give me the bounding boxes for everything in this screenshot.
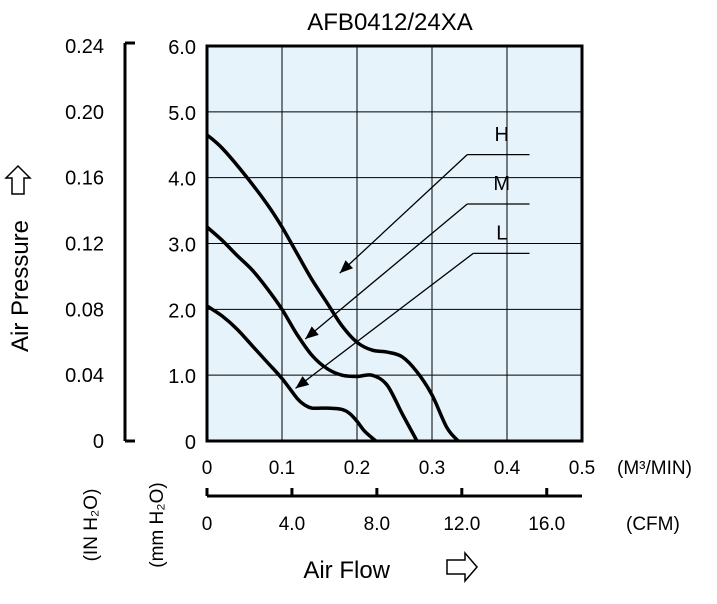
leader-line-H — [339, 154, 468, 274]
x-tick-label-m3: 0.2 — [344, 458, 370, 479]
y-tick-label-mm: 6.0 — [168, 37, 196, 59]
x-tick-label-m3: 0.4 — [494, 458, 521, 479]
series-line-L — [206, 304, 377, 443]
y-axis-in: 0 0.04 0.08 0.12 0.16 0.20 0.24 — [65, 36, 135, 453]
y-tick-label-in: 0.04 — [65, 365, 104, 387]
leader-arrowhead-M — [305, 326, 319, 339]
y-tick-label-mm: 2.0 — [168, 300, 196, 322]
plot-frame — [205, 44, 584, 443]
y-tick-label-mm: 4.0 — [168, 169, 196, 191]
x-axis-title: Air Flow — [303, 557, 390, 584]
leader-arrowhead-L — [295, 376, 310, 389]
leader-line-L — [295, 252, 474, 389]
series-label-L: L — [496, 223, 507, 245]
y-tick-label-in: 0.24 — [65, 36, 104, 58]
y-tick-label-in: 0.20 — [65, 102, 104, 124]
y-tick-label-in: 0 — [93, 431, 104, 453]
y-axis-title: Air Pressure — [7, 220, 34, 352]
series-label-M: M — [493, 173, 510, 195]
x-tick-label-cfm: 12.0 — [443, 514, 480, 535]
leader-line-M — [304, 203, 468, 340]
y-tick-label-in: 0.16 — [65, 168, 104, 190]
x-tick-label-m3: 0.3 — [419, 458, 445, 479]
y-tick-label-mm: 0 — [185, 432, 196, 454]
x-unit-primary: (M³/MIN) — [617, 458, 692, 479]
x-tick-label-m3: 0 — [202, 458, 213, 479]
y-tick-label-mm: 3.0 — [168, 235, 196, 257]
x-tick-label-m3: 0.1 — [269, 458, 295, 479]
series-label-H: H — [495, 124, 509, 146]
x-unit-secondary: (CFM) — [626, 514, 680, 535]
chart-title: AFB0412/24XA — [307, 9, 472, 36]
leader-arrowhead-H — [339, 260, 354, 274]
y-tick-label-in: 0.08 — [65, 299, 104, 321]
x-tick-label-cfm: 8.0 — [364, 514, 390, 535]
x-tick-label-cfm: 16.0 — [528, 514, 565, 535]
x-axis-m3: 0 0.1 0.2 0.3 0.4 0.5 — [202, 458, 596, 479]
grid — [207, 46, 582, 441]
y-tick-label-mm: 1.0 — [168, 366, 196, 388]
x-tick-label-m3: 0.5 — [569, 458, 595, 479]
y-unit-primary: (mm H₂O) — [147, 482, 168, 567]
leader-lines: H M L — [295, 124, 530, 389]
x-tick-label-cfm: 0 — [202, 514, 213, 535]
y-tick-label-mm: 5.0 — [168, 103, 196, 125]
y-tick-label-in: 0.12 — [65, 234, 104, 256]
right-arrow-icon — [446, 550, 478, 584]
series-line-M — [205, 225, 419, 442]
x-tick-label-cfm: 4.0 — [279, 514, 305, 535]
up-arrow-icon — [4, 164, 32, 195]
x-axis-cfm: 0 4.0 8.0 12.0 16.0 — [202, 488, 582, 535]
y-unit-secondary: (IN H₂O) — [81, 489, 102, 562]
y-axis-mm: 0 1.0 2.0 3.0 4.0 5.0 6.0 — [168, 37, 196, 454]
series-line-H — [205, 133, 460, 443]
series-layer — [205, 133, 460, 443]
